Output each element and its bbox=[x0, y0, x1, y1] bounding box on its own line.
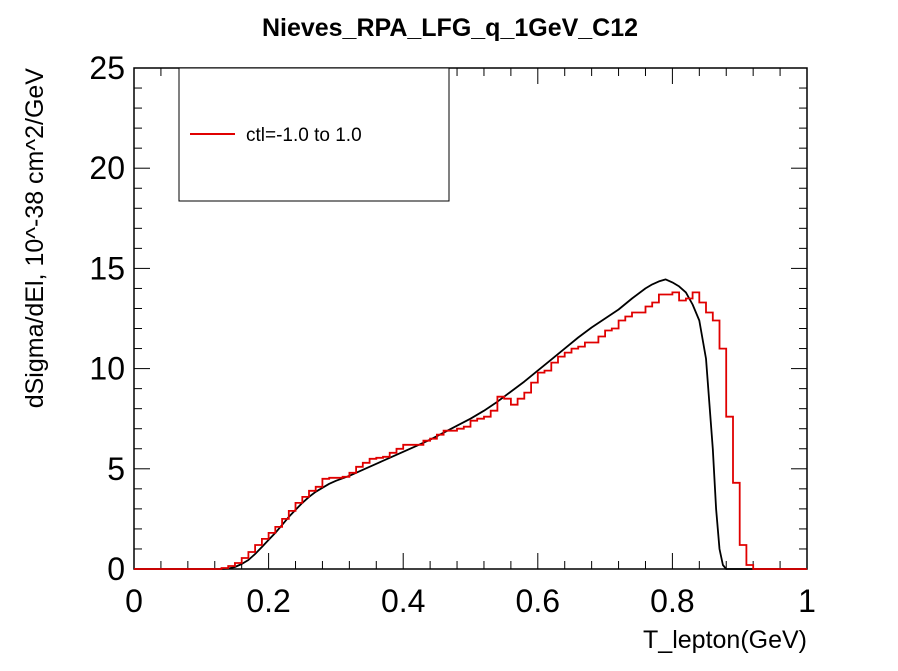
x-tick-label: 0.8 bbox=[650, 583, 694, 619]
x-tick-label: 0 bbox=[125, 583, 143, 619]
plot-frame bbox=[133, 67, 808, 570]
y-axis-tick-labels: 0 5 10 15 20 25 bbox=[89, 50, 125, 587]
series-histogram bbox=[134, 291, 807, 570]
y-tick-label: 15 bbox=[89, 250, 125, 286]
y-tick-label: 10 bbox=[89, 351, 125, 387]
chart-title: Nieves_RPA_LFG_q_1GeV_C12 bbox=[262, 14, 638, 42]
x-tick-label: 0.4 bbox=[381, 583, 425, 619]
x-axis-title: T_lepton(GeV) bbox=[643, 626, 807, 654]
y-tick-label: 0 bbox=[107, 551, 125, 587]
y-tick-label: 25 bbox=[89, 50, 125, 86]
legend: ctl=-1.0 to 1.0 bbox=[178, 67, 450, 202]
legend-label-0: ctl=-1.0 to 1.0 bbox=[246, 125, 362, 146]
y-axis-ticks bbox=[134, 67, 807, 570]
x-axis-tick-labels: 0 0.2 0.4 0.6 0.8 1 bbox=[125, 583, 816, 619]
series-smooth-curve bbox=[134, 278, 807, 570]
x-tick-label: 0.6 bbox=[516, 583, 560, 619]
y-tick-label: 5 bbox=[107, 451, 125, 487]
y-axis-title: dSigma/dEl, 10^-38 cm^2/GeV bbox=[21, 68, 49, 409]
x-tick-label: 0.2 bbox=[246, 583, 290, 619]
series-layer bbox=[134, 278, 807, 570]
x-tick-label: 1 bbox=[798, 583, 816, 619]
y-tick-label: 20 bbox=[89, 150, 125, 186]
